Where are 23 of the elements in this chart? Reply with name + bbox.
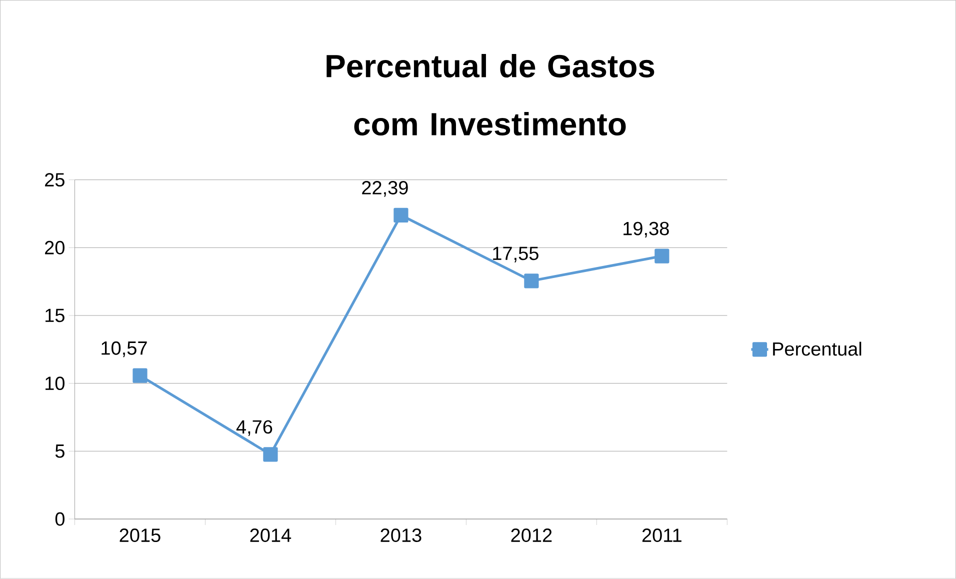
data-label: 4,76: [236, 420, 272, 436]
x-tick-label: 2012: [511, 528, 552, 542]
x-tick-label: 2013: [380, 528, 422, 542]
y-tick-label: 5: [55, 444, 64, 458]
x-tick-label: 2015: [120, 528, 160, 542]
point: [654, 248, 670, 264]
y-tick-label: 10: [46, 376, 64, 390]
point: [263, 447, 278, 462]
y-tick-label: 25: [45, 173, 64, 187]
point: [132, 368, 148, 384]
y-tick-label: 20: [45, 241, 64, 254]
data-label: 17,55: [493, 246, 538, 262]
point: [394, 208, 408, 223]
data-label: 10,57: [102, 341, 147, 358]
x-tick-label: 2011: [642, 528, 682, 542]
y-tick-label: 0: [55, 512, 64, 526]
y-tick-label: 15: [46, 308, 64, 322]
chart-title: Percentual de Gastos com Investimento: [326, 54, 654, 136]
legend-label: Percentual: [773, 342, 862, 356]
data-label: 22,39: [362, 181, 408, 197]
point: [524, 274, 539, 288]
data-label: 19,38: [624, 222, 669, 238]
x-tick-label: 2014: [250, 528, 292, 542]
